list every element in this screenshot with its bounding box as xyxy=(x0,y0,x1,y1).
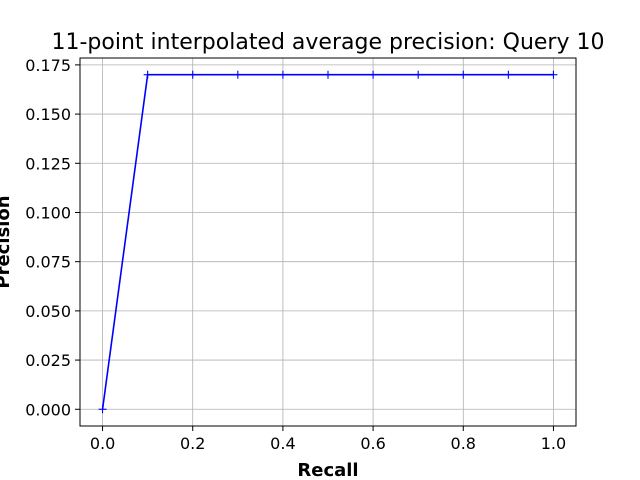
y-tick-label: 0.125 xyxy=(25,154,71,173)
data-point-marker xyxy=(188,70,197,79)
data-point-marker xyxy=(459,70,468,79)
x-tick-label: 0.2 xyxy=(180,434,205,453)
plot-frame xyxy=(79,57,577,427)
axis-ticks: 0.0 0.2 0.4 0.6 0.8 1.0 0.000 0.025 0.050 0.075 0.… xyxy=(25,56,566,453)
data-point-marker xyxy=(414,70,423,79)
series-layer xyxy=(98,70,558,414)
chart-title: 11-point interpolated average precision:… xyxy=(52,30,605,55)
data-point-marker xyxy=(369,70,378,79)
x-tick-label: 0.8 xyxy=(451,434,476,453)
x-tick-label: 1.0 xyxy=(541,434,566,453)
y-tick-label: 0.000 xyxy=(25,400,71,419)
x-tick-label: 0.6 xyxy=(360,434,385,453)
y-tick-label: 0.050 xyxy=(25,302,71,321)
data-point-marker xyxy=(143,70,152,79)
y-tick-label: 0.175 xyxy=(25,56,71,75)
data-point-marker xyxy=(233,70,242,79)
x-axis-label: Recall xyxy=(297,460,358,480)
y-tick-label: 0.075 xyxy=(25,253,71,272)
x-tick-label: 0.0 xyxy=(90,434,115,453)
data-point-marker xyxy=(278,70,287,79)
y-tick-label: 0.100 xyxy=(25,203,71,222)
y-axis-label: Precision xyxy=(0,195,14,288)
x-tick-label: 0.4 xyxy=(270,434,295,453)
grid-lines xyxy=(80,58,576,426)
y-tick-label: 0.150 xyxy=(25,105,71,124)
data-point-marker xyxy=(504,70,513,79)
data-point-marker xyxy=(549,70,558,79)
y-tick-label: 0.025 xyxy=(25,351,71,370)
data-point-marker xyxy=(324,70,332,79)
data-point-marker xyxy=(98,405,107,414)
